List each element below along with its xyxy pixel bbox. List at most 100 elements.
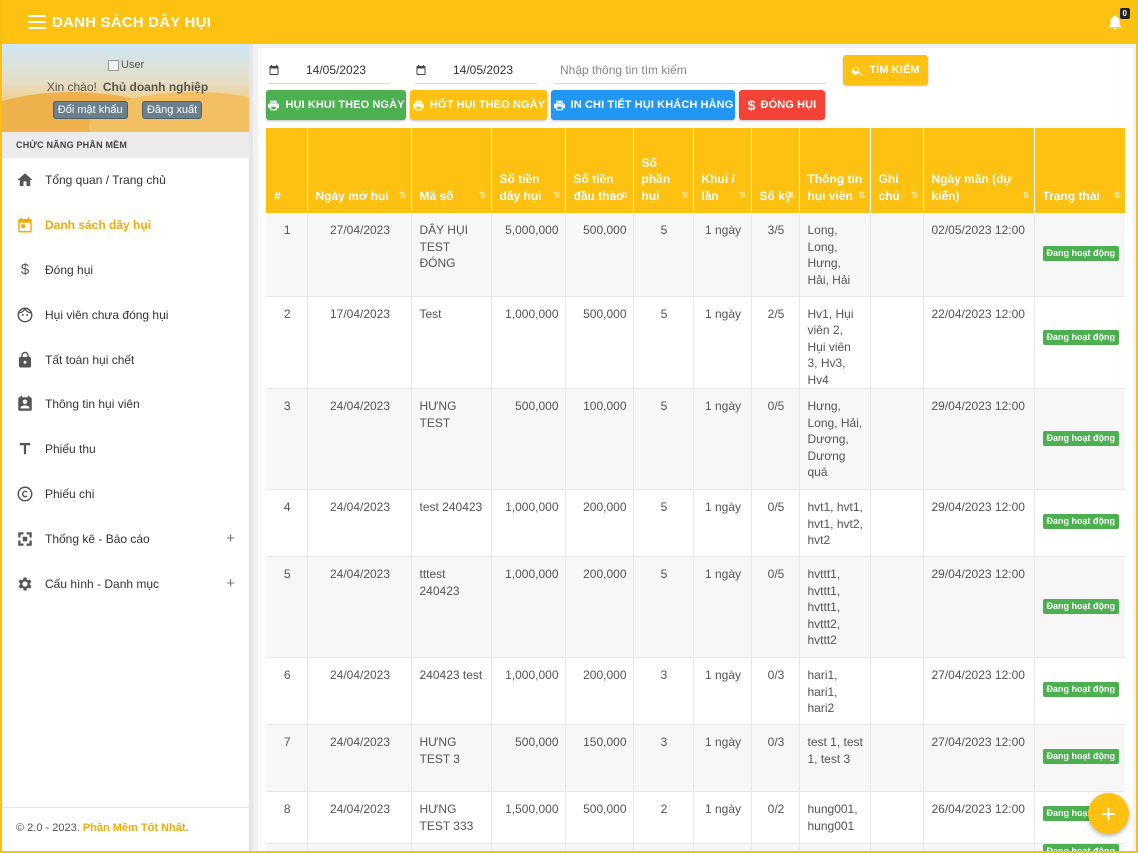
home-icon [16, 171, 34, 189]
hot-hui-button[interactable]: HỐT HỤI THEO NGÀY [410, 90, 547, 120]
col-header-end-date[interactable]: Ngày mãn (dự kiến) ⇅ [923, 128, 1035, 213]
col-header-note[interactable]: Ghi chú ⇅ [870, 128, 924, 213]
col-header-members[interactable]: Thông tin hụi viên ⇅ [799, 128, 871, 213]
row-end-date: 28/04/2023 12:00 [923, 843, 1035, 851]
sort-icon: ⇅ [552, 189, 560, 200]
logout-button[interactable]: Đăng xuất [142, 101, 203, 119]
footer-brand-link[interactable]: Phần Mềm Tốt Nhất [82, 822, 186, 834]
row-code: 240423 test [411, 657, 492, 725]
col-header-status[interactable]: Trạng thái ⇅ [1034, 128, 1125, 213]
search-button[interactable]: TÌM KIẾM [843, 55, 928, 85]
row-note [870, 556, 924, 658]
sidebar-item-settle[interactable]: Tất toán hụi chết [2, 337, 249, 382]
row-parts: 5 [633, 213, 694, 297]
row-members: Hưng, Long, Hải, Dương, Dương quá [799, 388, 871, 490]
row-code: HƯNG TEST [411, 388, 492, 490]
row-fee: 200,000 [565, 556, 634, 658]
status-badge: Đang hoạt động [1042, 844, 1119, 851]
sidebar-item-config[interactable]: Cấu hình - Danh mục + [2, 561, 249, 606]
row-end-date: 29/04/2023 12:00 [923, 388, 1035, 490]
col-header-open-date[interactable]: Ngày mở hụi ⇅ [307, 128, 412, 213]
row-code: test 240423 [411, 489, 492, 557]
hui-khui-button[interactable]: HỤI KHUI THEO NGÀY [266, 90, 406, 120]
col-header-index[interactable]: # [266, 128, 308, 213]
row-parts: 5 [633, 489, 694, 557]
row-open-date: 27/04/2023 [307, 213, 412, 297]
row-amount: 1,000,000 [491, 843, 566, 851]
col-header-period[interactable]: Số kỳ ⇅ [751, 128, 800, 213]
sidebar-item-label: Cấu hình - Danh mục [45, 576, 160, 591]
col-header-amount[interactable]: Số tiền dây hụi ⇅ [491, 128, 566, 213]
from-date-field[interactable]: 14/05/2023 [268, 58, 390, 84]
search-input[interactable] [554, 58, 826, 82]
col-header-code[interactable]: Mã số ⇅ [411, 128, 492, 213]
table-row[interactable]: 3 24/04/2023 HƯNG TEST 500,000 100,000 5 1 ngà… [266, 388, 1125, 490]
sidebar-item-reports[interactable]: Thống kê - Báo cáo + [2, 516, 249, 561]
row-note [870, 843, 924, 851]
sidebar-item-receipt[interactable]: Phiếu thu [2, 427, 249, 472]
printer-icon [553, 100, 565, 110]
status-badge: Đang hoạt động [1042, 682, 1119, 697]
hamburger-menu-icon[interactable] [28, 15, 46, 29]
broken-image-icon [108, 59, 119, 71]
to-date-field[interactable]: 14/05/2023 [415, 58, 537, 84]
notification-bell-icon[interactable]: 0 [1106, 8, 1130, 32]
table-row[interactable]: 7 24/04/2023 HƯNG TEST 3 500,000 150,000 3 1 n… [266, 724, 1125, 792]
row-amount: 500,000 [491, 724, 566, 792]
change-password-button[interactable]: Đổi mật khẩu [52, 101, 128, 119]
row-parts: 4 [633, 843, 694, 851]
table-row[interactable]: 5 24/04/2023 tttest 240423 1,000,000 200,000… [266, 556, 1125, 658]
table-row[interactable]: 2 17/04/2023 Test 1,000,000 500,000 5 1 ngày 2/… [266, 296, 1125, 389]
row-period: 0/2 [751, 791, 800, 844]
table-row[interactable]: 4 24/04/2023 test 240423 1,000,000 200,000 5 1… [266, 489, 1125, 557]
sidebar-item-member-info[interactable]: Thông tin hụi viên [2, 382, 249, 427]
face-icon [16, 306, 34, 324]
row-note [870, 388, 924, 490]
row-end-date: 22/04/2023 12:00 [923, 296, 1035, 389]
row-end-date: 26/04/2023 12:00 [923, 791, 1035, 844]
table-row[interactable]: 1 27/04/2023 DÂY HỤI TEST ĐÓNG 5,000,000 500… [266, 213, 1125, 297]
dong-hui-button[interactable]: $ ĐÓNG HỤI [739, 90, 825, 120]
row-members: Hh1, Hh1 [799, 843, 871, 851]
expand-plus-icon[interactable]: + [226, 530, 235, 548]
row-amount: 1,000,000 [491, 489, 566, 557]
expand-plus-icon[interactable]: + [226, 575, 235, 593]
row-amount: 500,000 [491, 388, 566, 490]
print-detail-button[interactable]: IN CHI TIẾT HỤI KHÁCH HÀNG [551, 90, 735, 120]
col-header-parts[interactable]: Số phần hụi ⇅ [633, 128, 694, 213]
row-index: 7 [266, 724, 308, 792]
row-period: 0/3 [751, 657, 800, 725]
add-fab-button[interactable]: + [1088, 793, 1129, 834]
sidebar-item-unpaid-members[interactable]: Hụi viên chưa đóng hụi [2, 292, 249, 337]
main-content: 14/05/2023 14/05/2023 TÌM KIẾM HỤI KHUI … [258, 48, 1133, 851]
row-fee: 100,000 [565, 388, 634, 490]
sidebar-item-overview[interactable]: Tổng quan / Trang chủ [2, 158, 249, 203]
table-row[interactable]: 8 24/04/2023 HƯNG TEST 333 1,500,000 500,000… [266, 791, 1125, 844]
to-date-value: 14/05/2023 [453, 63, 514, 77]
dollar-icon: $ [747, 97, 756, 113]
sidebar-item-hui-list[interactable]: Danh sách dây hụi [2, 203, 249, 248]
row-open-date: 24/04/2023 [307, 489, 412, 557]
sidebar-item-label: Tất toán hụi chết [45, 352, 135, 367]
sidebar-item-payment-voucher[interactable]: Phiếu chi [2, 472, 249, 517]
col-header-fee[interactable]: Số tiền đầu thảo ⇅ [565, 128, 634, 213]
row-parts: 5 [633, 296, 694, 389]
calendar-icon [16, 216, 34, 234]
col-header-khui[interactable]: Khui / lần ⇅ [693, 128, 752, 213]
row-open-date: 24/04/2023 [307, 388, 412, 490]
sidebar-item-dong-hui[interactable]: $ Đóng hụi [2, 248, 249, 293]
row-code: DÂY HỤI TEST ĐÓNG [411, 213, 492, 297]
sort-icon: ⇅ [478, 189, 486, 200]
row-fee: 200,000 [565, 843, 634, 851]
table-row[interactable]: 6 24/04/2023 240423 test 1,000,000 200,000 3 1… [266, 657, 1125, 725]
row-fee: 500,000 [565, 296, 634, 389]
row-status: Đang hoạt động [1034, 843, 1125, 851]
filter-row: 14/05/2023 14/05/2023 [258, 58, 1133, 84]
sidebar-item-label: Hụi viên chưa đóng hụi [45, 307, 169, 322]
row-period: 3/5 [751, 213, 800, 297]
page-title: DANH SÁCH DÂY HỤI [52, 13, 211, 31]
row-members: hvttt1, hvttt1, hvttt1, hvttt2, hvttt2 [799, 556, 871, 658]
row-parts: 3 [633, 724, 694, 792]
